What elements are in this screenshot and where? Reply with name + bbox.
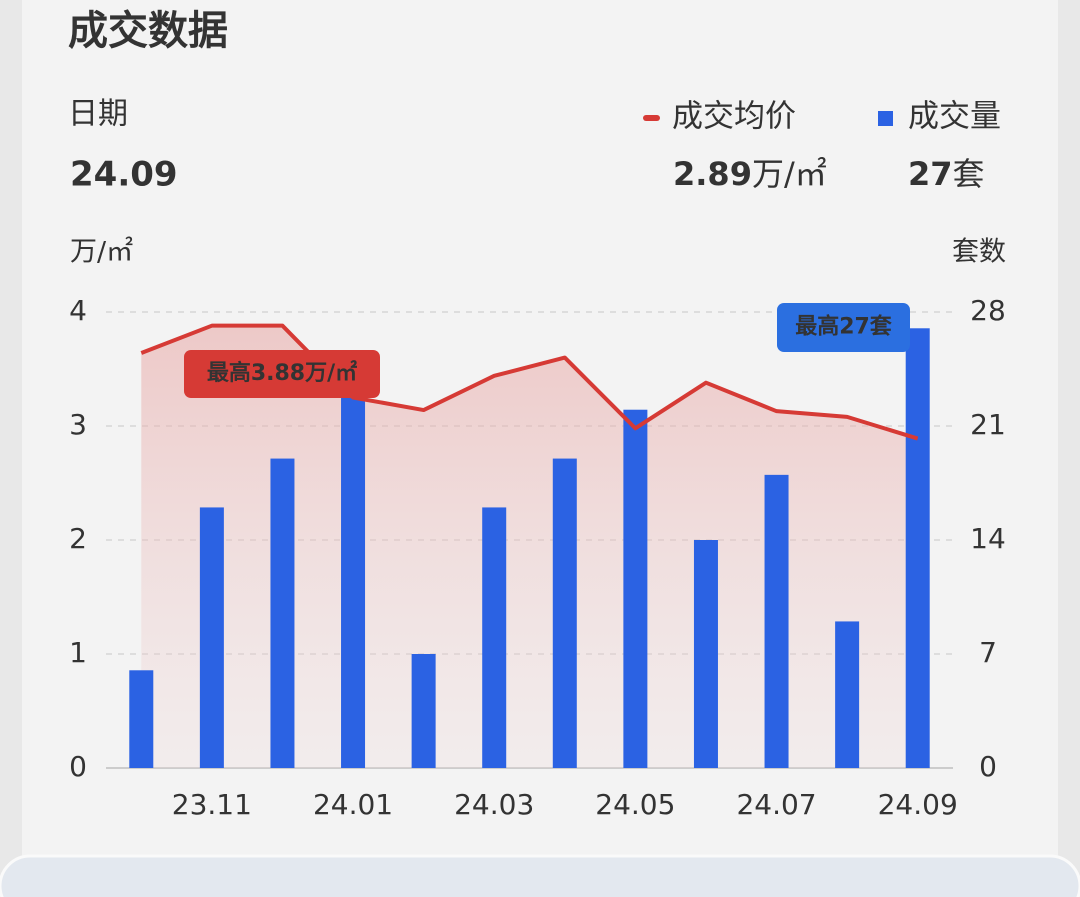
chart-title: 成交数据 [68,8,228,54]
y2-tick-label: 0 [979,750,997,783]
x-tick-label: 24.01 [313,788,393,821]
annotation-box [777,303,910,352]
legend-swatch [643,115,660,121]
volume-value: 27 [908,155,953,193]
x-tick-label: 24.07 [736,788,816,821]
price-summary: 2.89万/㎡ [673,155,827,193]
volume-bar [552,458,577,768]
y2-tick-label: 28 [970,294,1006,327]
date-value: 24.09 [70,155,178,195]
legend-label: 成交均价 [672,99,796,135]
y-tick-label: 2 [69,522,87,555]
y-axis-label: 万/㎡ [70,237,133,268]
annotation-text: 最高3.88万/㎡ [207,360,357,386]
y-tick-label: 3 [69,408,87,441]
y-tick-label: 0 [69,750,87,783]
legend-swatch [878,111,893,126]
volume-unit: 套 [953,155,985,193]
price-area [141,325,918,768]
y2-tick-label: 21 [970,408,1006,441]
x-tick-label: 24.03 [454,788,534,821]
volume-bar [905,328,930,768]
y2-axis-label: 套数 [952,237,1006,268]
x-tick-label: 23.11 [172,788,252,821]
price-value: 2.89 [673,155,752,193]
volume-bar [199,507,224,768]
date-label: 日期 [68,97,128,132]
price-unit: 万/㎡ [752,155,827,193]
volume-bar [129,670,154,768]
annotation-text: 最高27套 [795,314,892,340]
volume-bar [693,540,718,768]
y2-tick-label: 14 [970,522,1006,555]
x-tick-label: 24.09 [878,788,958,821]
volume-bar [835,621,860,768]
annotation-box [184,350,380,398]
volume-summary: 27套 [908,155,985,193]
legend-label: 成交量 [908,99,1001,135]
y-tick-label: 1 [69,636,87,669]
volume-bar [270,458,295,768]
volume-bar [341,393,366,768]
volume-bar [623,409,648,768]
price-line [140,323,919,441]
volume-bar [764,474,789,768]
bottom-panel [0,854,1080,897]
volume-bar [411,654,436,768]
y2-tick-label: 7 [979,636,997,669]
volume-bar [482,507,507,768]
x-tick-label: 24.05 [595,788,675,821]
y-tick-label: 4 [69,294,87,327]
